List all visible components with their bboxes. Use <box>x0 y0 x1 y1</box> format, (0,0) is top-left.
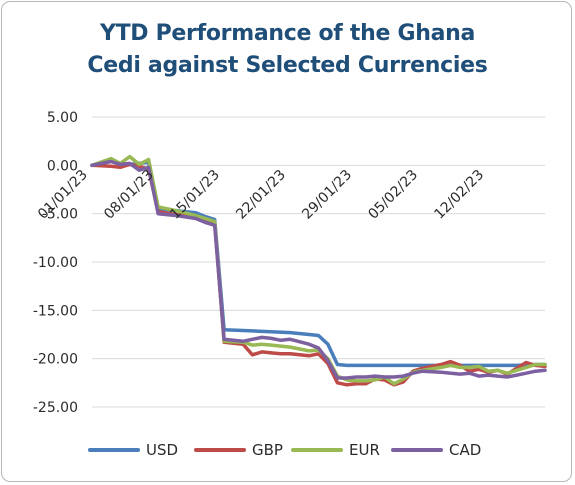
y-tick-label-5: -20.00 <box>33 352 78 368</box>
series-lines <box>90 154 547 387</box>
y-tick-label-0: 5.00 <box>47 110 78 126</box>
x-tick-label-6: 12/02/23 <box>431 167 487 223</box>
chart-title-line-2: Cedi against Selected Currencies <box>87 53 488 78</box>
x-tick-label-4: 29/01/23 <box>299 167 355 223</box>
legend-item-usd: USD <box>88 441 178 459</box>
x-axis-ticks: 01/01/23 08/01/23 15/01/23 22/01/23 29/01/23… <box>35 167 487 223</box>
x-tick-label-1: 08/01/23 <box>101 167 157 223</box>
legend-item-gbp: GBP <box>194 441 283 459</box>
chart-title: YTD Performance of the Ghana Cedi agains… <box>0 18 575 82</box>
legend-item-eur: EUR <box>291 441 380 459</box>
legend-label-usd: USD <box>146 441 178 459</box>
y-tick-label-2: -5.00 <box>42 207 78 223</box>
y-tick-label-3: -10.00 <box>33 255 78 271</box>
y-tick-label-6: -25.00 <box>33 400 78 416</box>
grid-lines <box>92 116 545 408</box>
legend-label-gbp: GBP <box>252 441 283 459</box>
y-tick-label-4: -15.00 <box>33 303 78 319</box>
legend: USD GBP EUR CAD <box>88 441 481 459</box>
legend-label-cad: CAD <box>449 441 481 459</box>
chart-title-line-1: YTD Performance of the Ghana <box>99 21 476 46</box>
x-tick-label-5: 05/02/23 <box>365 167 421 223</box>
series-line-cad <box>90 159 547 380</box>
legend-label-eur: EUR <box>349 441 380 459</box>
y-tick-label-1: 0.00 <box>47 158 78 174</box>
y-axis-ticks: 5.00 0.00 -5.00 -10.00 -15.00 -20.00 -25.00 <box>33 110 78 416</box>
x-tick-label-3: 22/01/23 <box>233 167 289 223</box>
legend-item-cad: CAD <box>391 441 481 459</box>
